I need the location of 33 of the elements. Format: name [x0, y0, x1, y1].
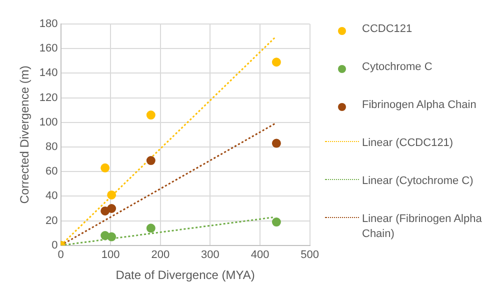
x-tick-label: 300: [201, 249, 220, 262]
y-tick-label: 0: [52, 239, 58, 252]
point: [107, 204, 116, 213]
y-tick-label: 40: [46, 190, 58, 202]
point: [146, 156, 156, 166]
y-tick-label: 60: [46, 166, 58, 178]
point: [272, 218, 281, 227]
point: [107, 232, 116, 242]
point: [100, 163, 110, 172]
y-tick-label: 100: [39, 116, 58, 128]
x-tick-label: 500: [300, 249, 320, 262]
legend-label: CCDC121: [362, 22, 414, 37]
y-tick-label: 120: [39, 92, 58, 104]
point: [272, 138, 281, 148]
legend-label: Cytochrome C: [362, 60, 434, 75]
legend-label: Linear (Cytochrome C): [362, 174, 474, 189]
point: [107, 190, 116, 200]
x-tick-label: 400: [250, 249, 270, 262]
y-tick-label: 180: [39, 18, 58, 30]
legend-label: Fibrinogen Alpha Chain: [362, 98, 478, 113]
x-axis-title: Date of Divergence (MYA): [116, 268, 255, 282]
legend-label: Linear (Fibrinogen Alpha Chain): [362, 212, 483, 242]
legend-label: Linear (CCDC121): [362, 136, 454, 151]
x-tick-label: 100: [101, 249, 120, 262]
y-tick-label: 20: [46, 214, 58, 227]
y-tick-label: 160: [39, 42, 58, 55]
point: [146, 110, 156, 120]
point: [272, 58, 281, 67]
y-tick-label: 80: [46, 141, 58, 154]
y-axis-title: Corrected Divergence (m): [18, 66, 32, 204]
x-tick-label: 200: [151, 249, 170, 262]
point: [146, 224, 156, 233]
y-tick-label: 140: [39, 67, 58, 80]
